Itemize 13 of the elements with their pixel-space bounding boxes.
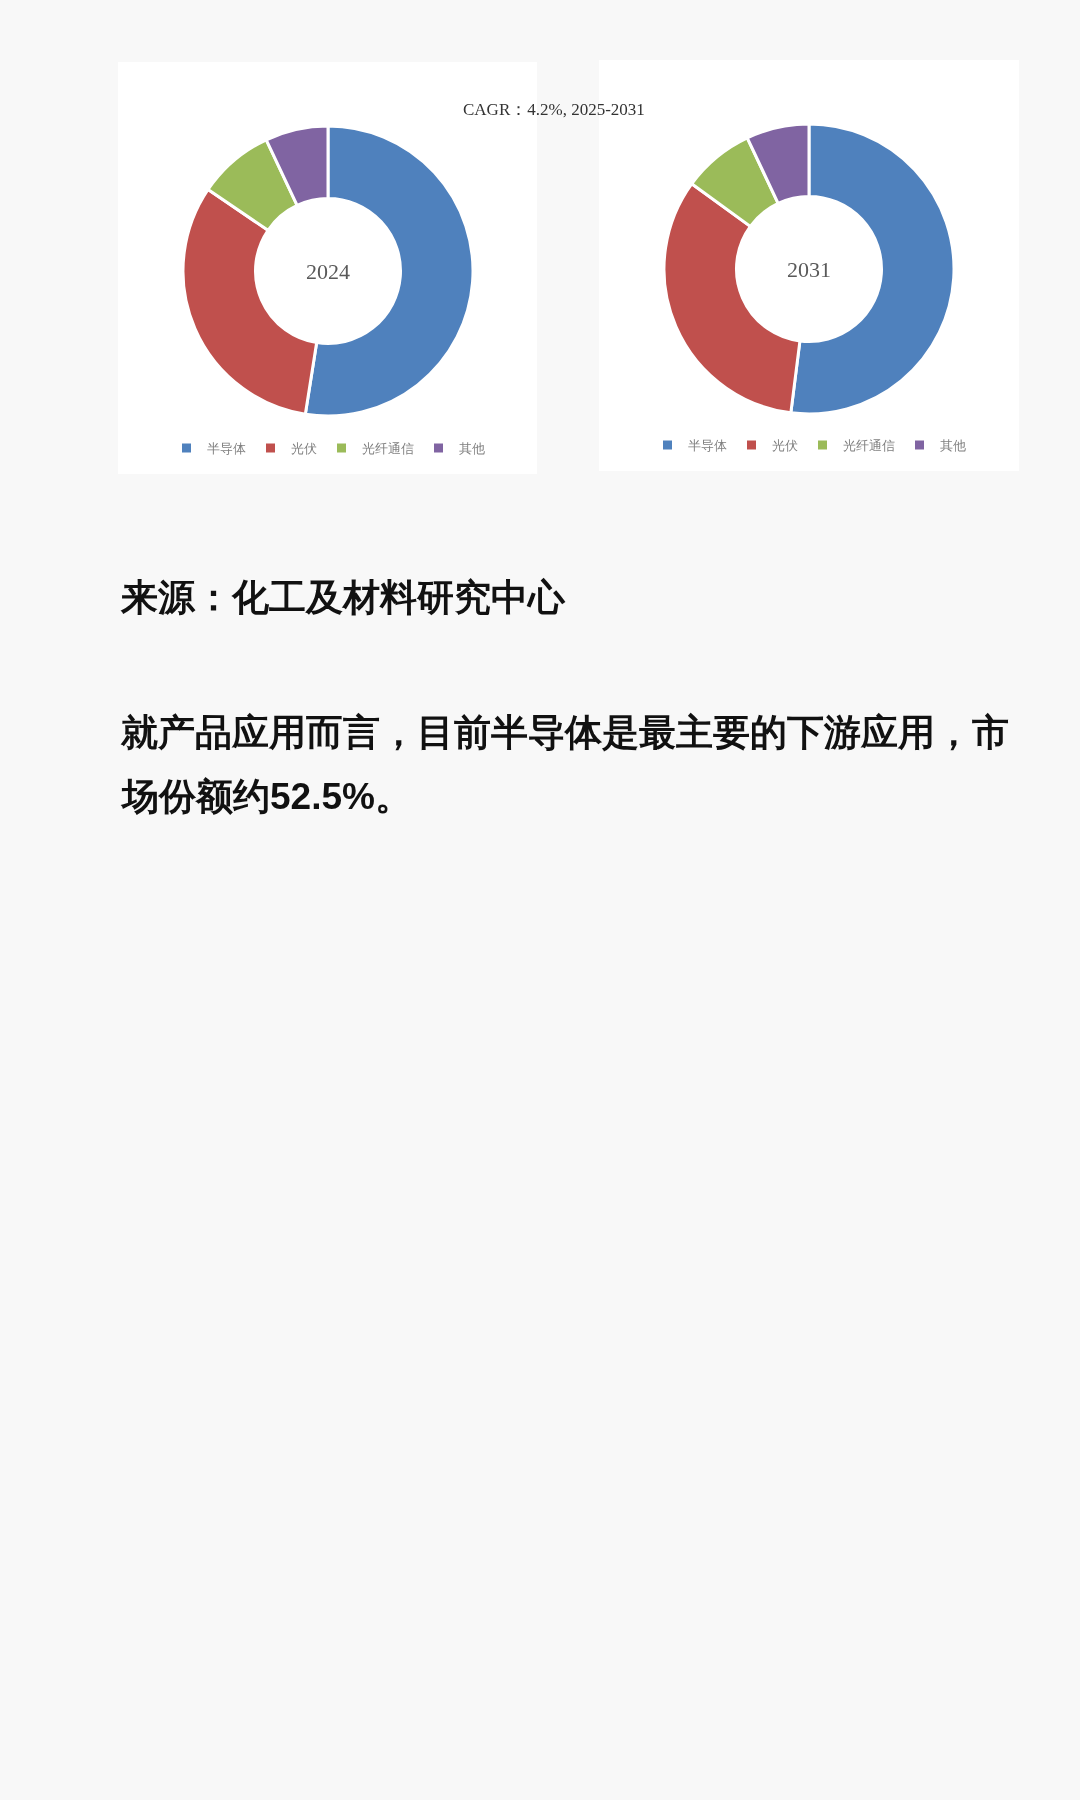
text: 2031: [787, 257, 831, 282]
text: 2024: [306, 259, 350, 284]
legend-label: 其他: [939, 438, 966, 454]
legend-label: 光纤通信: [842, 438, 895, 454]
text: CAGR：4.2%, 2025-2031: [463, 100, 645, 119]
legend-label: 半导体: [687, 438, 727, 454]
source-note: 来源：化工及材料研究中心: [120, 577, 566, 618]
legend-label: 光伏: [290, 441, 317, 457]
text: 就产品应用而言，目前半导体是最主要的下游应用，市场份额约52.5%。: [120, 712, 1009, 817]
legend-label: 光纤通信: [361, 441, 414, 457]
legend-label: 光伏: [771, 438, 798, 454]
legend-label: 其他: [458, 441, 485, 457]
legend-label: 半导体: [206, 441, 246, 457]
